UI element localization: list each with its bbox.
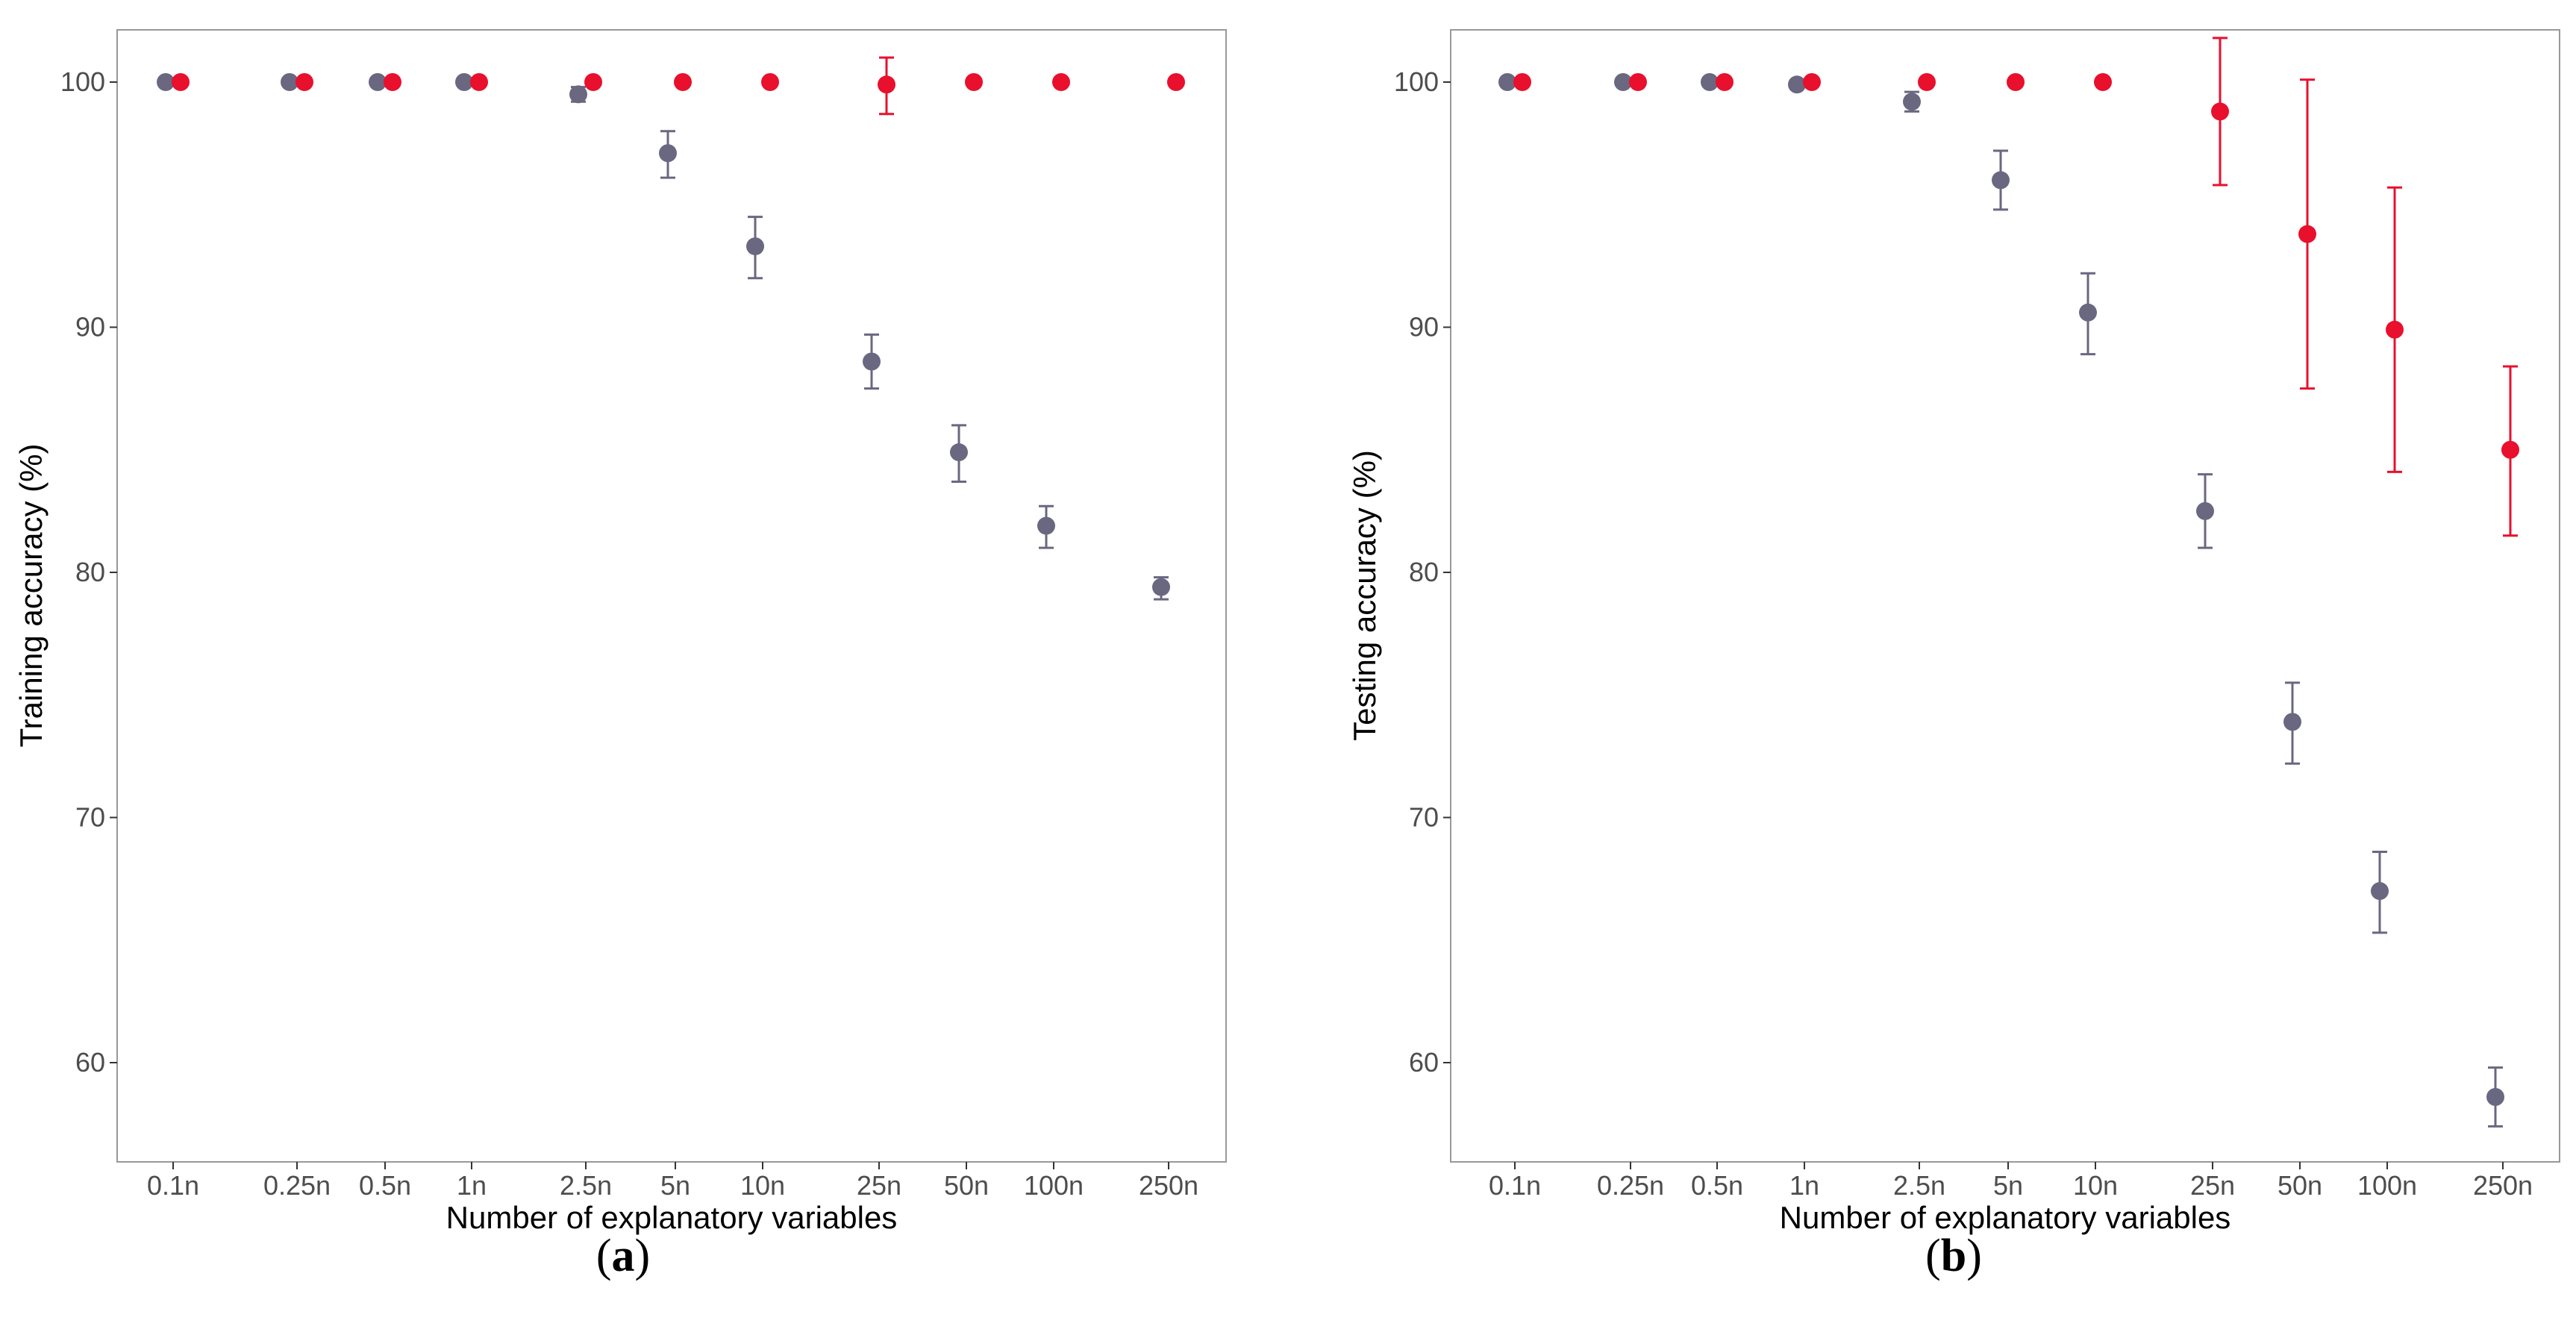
panel-a-frame — [116, 29, 1227, 1163]
panel-b-x-axis-title: Number of explanatory variables — [1780, 1200, 2231, 1235]
data-point-red — [296, 73, 313, 91]
x-tick-label: 50n — [2278, 1170, 2322, 1201]
data-point-gray — [1903, 93, 1921, 111]
data-point-red — [584, 73, 602, 91]
data-point-gray — [746, 237, 764, 256]
data-point-red — [172, 73, 190, 91]
y-tick-label: 90 — [75, 312, 105, 343]
data-point-red — [674, 73, 692, 91]
x-tick-label: 250n — [2473, 1170, 2533, 1201]
panel-b-y-axis-title: Testing accuracy (%) — [1347, 450, 1382, 741]
x-tick-label: 100n — [2357, 1170, 2417, 1201]
panel-b-x-ticks: 0.1n 0.25n 0.5n 1n 2.5n 5n 10n 25n 50n 100n 250n — [1489, 1162, 2533, 1201]
data-point-red — [761, 73, 779, 91]
data-point-gray — [569, 85, 587, 104]
data-point-gray — [2486, 1087, 2504, 1106]
y-tick-label: 60 — [1409, 1047, 1439, 1078]
x-tick-label: 100n — [1024, 1170, 1084, 1201]
x-tick-label: 10n — [2073, 1170, 2118, 1201]
data-point-gray — [1498, 73, 1516, 91]
x-tick-label: 25n — [2190, 1170, 2235, 1201]
x-tick-label: 0.1n — [147, 1170, 199, 1201]
data-point-red — [2211, 102, 2229, 121]
data-point-red — [2386, 320, 2404, 339]
panel-a-x-ticks: 0.1n 0.25n 0.5n 1n 2.5n 5n 10n 25n 50n 100n 250n — [147, 1162, 1198, 1201]
data-point-gray — [1614, 73, 1632, 91]
panel-a-label: (a) — [596, 1231, 650, 1281]
data-point-gray — [1992, 171, 2010, 190]
panel-b-frame — [1450, 29, 2560, 1163]
x-tick-label: 50n — [944, 1170, 989, 1201]
data-point-gray — [863, 352, 881, 371]
y-tick-label: 80 — [75, 557, 105, 587]
y-tick-label: 60 — [75, 1047, 105, 1078]
panel-a-y-axis-title: Training accuracy (%) — [13, 444, 49, 748]
data-point-gray — [369, 73, 387, 91]
data-point-gray — [2371, 882, 2389, 901]
y-tick-label: 100 — [1394, 66, 1439, 97]
data-point-red — [384, 73, 401, 91]
y-tick-label: 70 — [1409, 802, 1439, 833]
data-point-red — [470, 73, 488, 91]
x-tick-label: 5n — [660, 1170, 690, 1201]
data-point-gray — [1701, 73, 1719, 91]
data-point-red — [878, 75, 895, 94]
x-tick-label: 0.1n — [1489, 1170, 1541, 1201]
x-tick-label: 10n — [740, 1170, 785, 1201]
x-tick-label: 1n — [1789, 1170, 1819, 1201]
data-point-gray — [659, 144, 677, 163]
data-point-red — [1803, 73, 1821, 91]
panel-a-y-ticks: 60 70 80 90 100 — [60, 66, 117, 1078]
y-tick-label: 70 — [75, 802, 105, 833]
data-point-gray — [950, 443, 968, 462]
x-tick-label: 0.25n — [1597, 1170, 1664, 1201]
data-point-red — [1167, 73, 1185, 91]
data-point-red — [1629, 73, 1647, 91]
panel-a-x-axis-title: Number of explanatory variables — [446, 1200, 898, 1235]
panel-b-y-ticks: 60 70 80 90 100 — [1394, 66, 1451, 1078]
data-point-red — [2298, 225, 2316, 243]
data-point-gray — [1788, 75, 1806, 94]
panel-b: 60 70 80 90 100 0.1n 0.25n 0.5n 1n 2.5n 5n 10n 25n 5… — [1347, 29, 2560, 1281]
panel-b-label: (b) — [1925, 1231, 1982, 1281]
data-point-gray — [455, 73, 473, 91]
data-point-red — [1513, 73, 1531, 91]
data-point-red — [965, 73, 983, 91]
data-point-gray — [2079, 303, 2097, 322]
x-tick-label: 5n — [1993, 1170, 2023, 1201]
panel-a: 60 70 80 90 100 0.1n 0.25n 0.5n 1n 2.5n 5n 10n 25n 5… — [13, 29, 1227, 1281]
data-point-gray — [2283, 713, 2301, 731]
data-point-red — [2501, 440, 2519, 459]
x-tick-label: 25n — [857, 1170, 901, 1201]
data-point-red — [1052, 73, 1070, 91]
data-point-red — [1918, 73, 1936, 91]
data-point-gray — [1152, 578, 1170, 596]
y-tick-label: 100 — [60, 66, 105, 97]
x-tick-label: 1n — [457, 1170, 487, 1201]
data-point-gray — [1037, 516, 1055, 535]
y-tick-label: 80 — [1409, 557, 1439, 587]
x-tick-label: 0.25n — [263, 1170, 331, 1201]
data-point-gray — [2196, 501, 2214, 520]
data-point-red — [1716, 73, 1734, 91]
x-tick-label: 0.5n — [359, 1170, 411, 1201]
x-tick-label: 0.5n — [1691, 1170, 1743, 1201]
data-point-red — [2094, 73, 2112, 91]
panel-a-marks — [157, 56, 1185, 601]
y-tick-label: 90 — [1409, 312, 1439, 343]
x-tick-label: 2.5n — [1893, 1170, 1945, 1201]
data-point-gray — [157, 73, 175, 91]
data-point-gray — [281, 73, 298, 91]
x-tick-label: 2.5n — [560, 1170, 612, 1201]
x-tick-label: 250n — [1139, 1170, 1198, 1201]
data-point-red — [2007, 73, 2025, 91]
panel-b-marks — [1498, 37, 2519, 1128]
